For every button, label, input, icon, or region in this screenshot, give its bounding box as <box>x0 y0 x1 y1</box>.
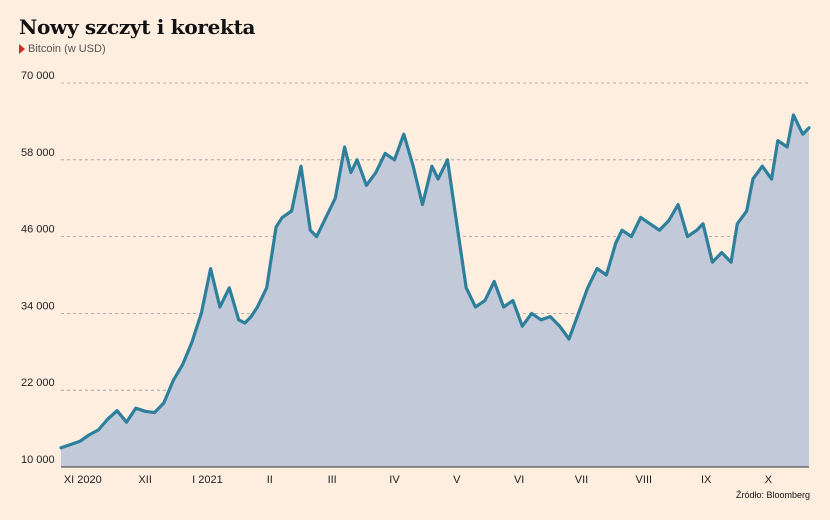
y-tick-label: 46 000 <box>21 224 55 236</box>
price-line <box>59 113 811 450</box>
price-area <box>61 115 809 467</box>
x-tick-label: IX <box>701 474 712 486</box>
x-tick-label: VIII <box>636 474 653 486</box>
x-tick-label: III <box>328 474 337 486</box>
x-tick-label: XI 2020 <box>64 474 102 486</box>
x-tick-label: XII <box>138 474 151 486</box>
y-tick-label: 58 000 <box>21 147 55 159</box>
subtitle-marker-icon <box>19 44 25 54</box>
chart-title: Nowy szczyt i korekta <box>19 15 256 39</box>
x-tick-label: V <box>453 474 461 486</box>
x-tick-label: VII <box>575 474 588 486</box>
y-tick-label: 10 000 <box>21 454 55 466</box>
source-note: Źródło: Bloomberg <box>735 490 810 500</box>
subtitle-text: Bitcoin (w USD) <box>28 43 106 55</box>
chart-subtitle: Bitcoin (w USD) <box>19 43 106 55</box>
x-tick-label: I 2021 <box>192 474 223 486</box>
x-tick-label: IV <box>389 474 400 486</box>
x-tick-label: II <box>267 474 273 486</box>
y-tick-label: 34 000 <box>21 300 55 312</box>
x-tick-label: X <box>765 474 773 486</box>
y-tick-label: 70 000 <box>21 70 55 82</box>
y-tick-label: 22 000 <box>21 377 55 389</box>
x-tick-label: VI <box>514 474 524 486</box>
